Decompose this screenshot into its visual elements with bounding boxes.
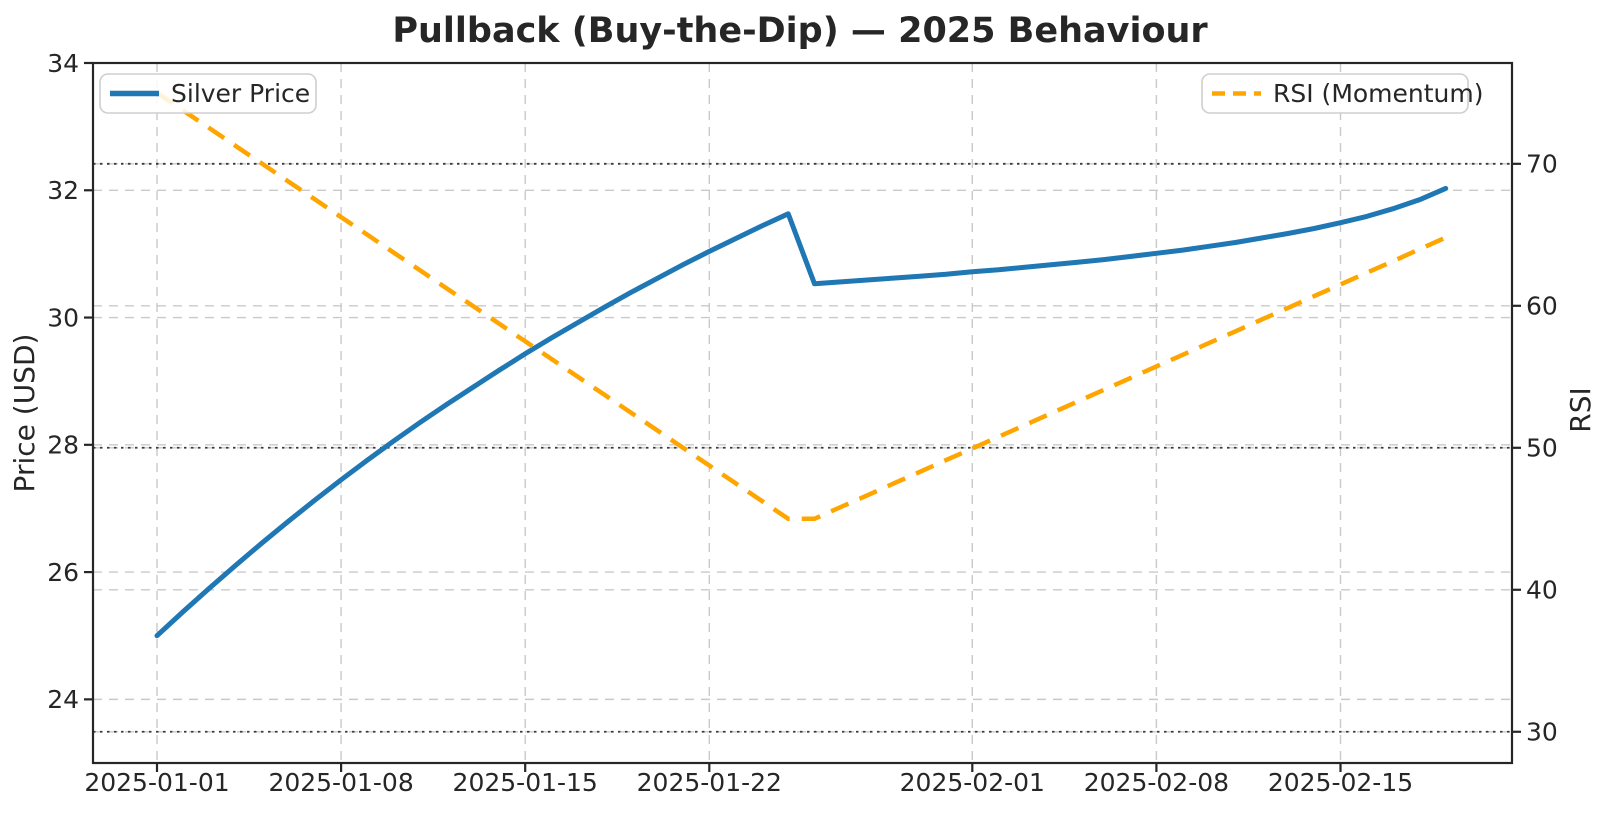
legend-rsi-label: RSI (Momentum) <box>1273 79 1484 108</box>
price-tick-label: 30 <box>47 303 79 332</box>
plot-border <box>91 61 1514 765</box>
axis-layer: 2025-01-01 2025-01-08 2025-01-15 2025-01-22… <box>47 49 1558 797</box>
legend-price: Silver Price <box>99 73 317 114</box>
rsi-tick-label: 70 <box>1526 150 1558 179</box>
rsi-tick-label: 50 <box>1526 434 1558 463</box>
x-tick-label: 2025-02-08 <box>1084 768 1229 797</box>
price-tick-label: 34 <box>47 49 79 78</box>
x-tick-label: 2025-01-22 <box>637 768 782 797</box>
rsi-momentum-line <box>155 90 1447 522</box>
x-tick-label: 2025-02-01 <box>900 768 1045 797</box>
price-tick-label: 28 <box>47 431 79 460</box>
series-layer <box>154 90 1449 639</box>
x-tick-label: 2025-01-08 <box>268 768 413 797</box>
x-tick-label: 2025-02-15 <box>1268 768 1413 797</box>
legend-rsi-box <box>1201 73 1469 114</box>
x-tick-label: 2025-01-15 <box>453 768 598 797</box>
legend-price-label: Silver Price <box>171 79 310 108</box>
legend-price-box <box>99 73 317 114</box>
grid-layer <box>93 62 1512 763</box>
right-axis-title: RSI <box>1564 387 1597 433</box>
x-tick-label: 2025-01-01 <box>84 768 229 797</box>
rsi-tick-label: 30 <box>1526 718 1558 747</box>
rsi-tick-label: 60 <box>1526 292 1558 321</box>
legend-rsi: RSI (Momentum) <box>1201 73 1484 114</box>
rsi-tick-label: 40 <box>1526 576 1558 605</box>
silver-price-line <box>154 185 1449 639</box>
left-axis-title: Price (USD) <box>8 334 41 493</box>
chart-title: Pullback (Buy-the-Dip) — 2025 Behaviour <box>392 11 1208 51</box>
price-tick-label: 24 <box>47 685 79 714</box>
price-tick-label: 32 <box>47 176 79 205</box>
price-tick-label: 26 <box>47 558 79 587</box>
